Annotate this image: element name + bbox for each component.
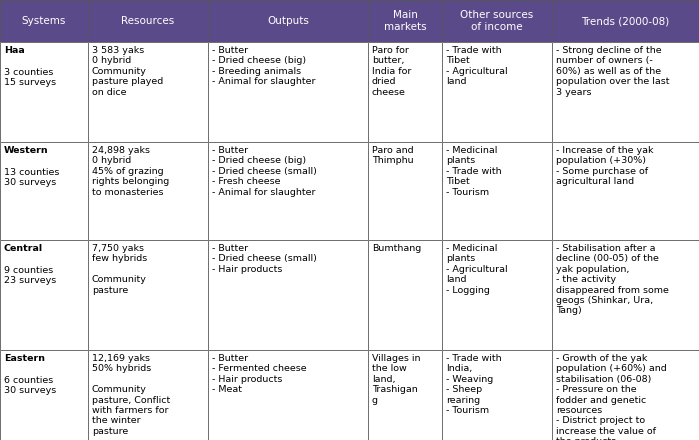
Text: 3 583 yaks
0 hybrid
Community
pasture played
on dice: 3 583 yaks 0 hybrid Community pasture pl… [92, 46, 164, 97]
Bar [0, 142, 88, 240]
Bar [552, 240, 699, 350]
Bar [442, 0, 552, 42]
Text: Outputs: Outputs [267, 16, 309, 26]
Bar [88, 0, 208, 42]
Bar [442, 240, 552, 350]
Text: - Trade with
Tibet
- Agricultural
land: - Trade with Tibet - Agricultural land [446, 46, 507, 86]
Text: - Stabilisation after a
decline (00-05) of the
yak population,
- the activity
di: - Stabilisation after a decline (00-05) … [556, 244, 669, 315]
Bar [88, 42, 208, 142]
Text: - Butter
- Dried cheese (big)
- Breeding animals
- Animal for slaughter: - Butter - Dried cheese (big) - Breeding… [212, 46, 315, 86]
Text: - Increase of the yak
population (+30%)
- Some purchase of
agricultural land: - Increase of the yak population (+30%) … [556, 146, 654, 186]
Text: 6 counties
30 surveys: 6 counties 30 surveys [4, 365, 56, 395]
Text: Eastern: Eastern [4, 354, 45, 363]
Bar [0, 142, 88, 240]
Text: Western: Western [4, 146, 49, 155]
Bar [552, 42, 699, 142]
Bar [88, 350, 208, 440]
Bar [0, 42, 88, 142]
Text: - Medicinal
plants
- Agricultural
land
- Logging: - Medicinal plants - Agricultural land -… [446, 244, 507, 295]
Bar [442, 142, 552, 240]
Bar [552, 142, 699, 240]
Text: - Butter
- Fermented cheese
- Hair products
- Meat: - Butter - Fermented cheese - Hair produ… [212, 354, 307, 394]
Text: Haa: Haa [4, 46, 24, 55]
Bar [442, 0, 552, 42]
Bar [0, 0, 88, 42]
Bar [368, 42, 442, 142]
Bar [368, 142, 442, 240]
Bar [442, 42, 552, 142]
Text: Paro for
butter,
India for
dried
cheese: Paro for butter, India for dried cheese [372, 46, 412, 97]
Bar [208, 0, 368, 42]
Bar [88, 350, 208, 440]
Bar [88, 42, 208, 142]
Bar [552, 42, 699, 142]
Text: 9 counties
23 surveys: 9 counties 23 surveys [4, 255, 56, 285]
Text: Main
markets: Main markets [384, 10, 426, 32]
Bar [368, 0, 442, 42]
Bar [88, 240, 208, 350]
Text: Villages in
the low
land,
Trashigan
g: Villages in the low land, Trashigan g [372, 354, 421, 405]
Text: - Butter
- Dried cheese (big)
- Dried cheese (small)
- Fresh cheese
- Animal for: - Butter - Dried cheese (big) - Dried ch… [212, 146, 317, 197]
Bar [368, 240, 442, 350]
Text: - Butter
- Dried cheese (small)
- Hair products: - Butter - Dried cheese (small) - Hair p… [212, 244, 317, 274]
Bar [208, 240, 368, 350]
Bar [208, 142, 368, 240]
Bar [0, 350, 88, 440]
Text: Trends (2000-08): Trends (2000-08) [582, 16, 670, 26]
Text: - Strong decline of the
number of owners (-
60%) as well as of the
population ov: - Strong decline of the number of owners… [556, 46, 670, 97]
Bar [552, 142, 699, 240]
Text: Systems: Systems [22, 16, 66, 26]
Bar [368, 350, 442, 440]
Bar [368, 240, 442, 350]
Text: 7,750 yaks
few hybrids

Community
pasture: 7,750 yaks few hybrids Community pasture [92, 244, 147, 295]
Bar [442, 350, 552, 440]
Text: Other sources
of income: Other sources of income [461, 10, 533, 32]
Bar [368, 350, 442, 440]
Bar [552, 0, 699, 42]
Bar [368, 42, 442, 142]
Bar [368, 0, 442, 42]
Bar [208, 42, 368, 142]
Bar [0, 350, 88, 440]
Bar [442, 42, 552, 142]
Bar [88, 142, 208, 240]
Bar [88, 142, 208, 240]
Bar [442, 142, 552, 240]
Text: Bumthang: Bumthang [372, 244, 421, 253]
Bar [0, 0, 88, 42]
Text: Paro and
Thimphu: Paro and Thimphu [372, 146, 414, 165]
Text: - Growth of the yak
population (+60%) and
stabilisation (06-08)
- Pressure on th: - Growth of the yak population (+60%) an… [556, 354, 667, 440]
Bar [208, 240, 368, 350]
Bar [552, 0, 699, 42]
Bar [0, 240, 88, 350]
Bar [0, 42, 88, 142]
Bar [552, 350, 699, 440]
Text: 3 counties
15 surveys: 3 counties 15 surveys [4, 57, 56, 87]
Text: 24,898 yaks
0 hybrid
45% of grazing
rights belonging
to monasteries: 24,898 yaks 0 hybrid 45% of grazing righ… [92, 146, 169, 197]
Bar [368, 142, 442, 240]
Text: Resources: Resources [122, 16, 175, 26]
Text: 13 counties
30 surveys: 13 counties 30 surveys [4, 158, 59, 187]
Bar [552, 350, 699, 440]
Text: 12,169 yaks
50% hybrids

Community
pasture, Conflict
with farmers for
the winter: 12,169 yaks 50% hybrids Community pastur… [92, 354, 171, 436]
Bar [208, 0, 368, 42]
Bar [208, 350, 368, 440]
Bar [88, 0, 208, 42]
Bar [208, 42, 368, 142]
Bar [552, 240, 699, 350]
Bar [0, 240, 88, 350]
Bar [208, 350, 368, 440]
Bar [442, 350, 552, 440]
Bar [442, 240, 552, 350]
Text: - Medicinal
plants
- Trade with
Tibet
- Tourism: - Medicinal plants - Trade with Tibet - … [446, 146, 502, 197]
Bar [208, 142, 368, 240]
Text: - Trade with
India,
- Weaving
- Sheep
rearing
- Tourism: - Trade with India, - Weaving - Sheep re… [446, 354, 502, 415]
Text: Central: Central [4, 244, 43, 253]
Bar [88, 240, 208, 350]
